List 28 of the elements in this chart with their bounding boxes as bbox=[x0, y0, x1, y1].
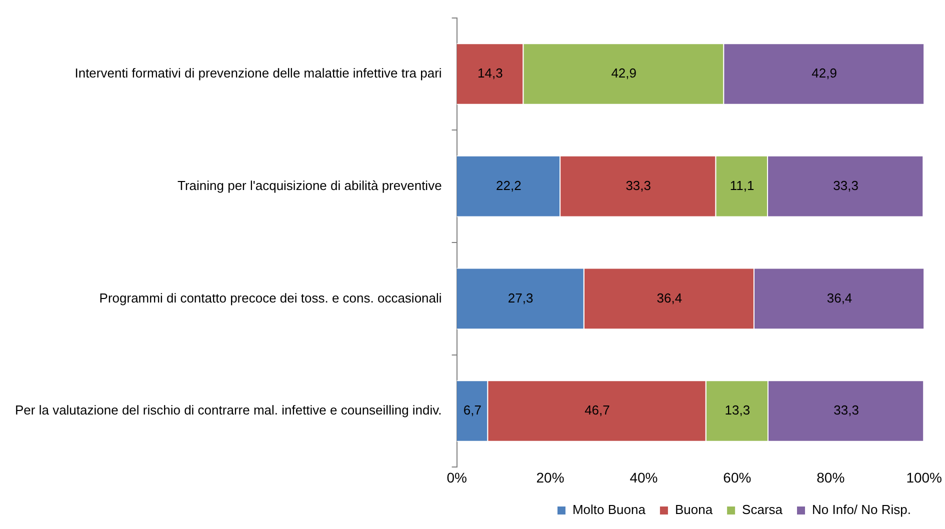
data-label: 36,4 bbox=[826, 290, 852, 306]
data-label: 33,3 bbox=[834, 402, 859, 418]
legend-label: No Info/ No Risp. bbox=[812, 502, 912, 518]
data-label: 42,9 bbox=[611, 66, 637, 81]
x-tick-label: 40% bbox=[630, 469, 658, 486]
data-label: 11,1 bbox=[730, 178, 754, 193]
y-tick-label: Training per l'acquisizione di abilità preventive bbox=[177, 178, 442, 193]
y-tick-label: Programmi di contatto precoce dei toss. e cons. occasionali bbox=[99, 290, 442, 306]
data-label: 33,3 bbox=[626, 178, 652, 193]
data-label: 33,3 bbox=[833, 178, 858, 193]
legend-label: Buona bbox=[674, 502, 714, 518]
legend-label: Molto Buona bbox=[572, 502, 646, 518]
legend-label: Scarsa bbox=[742, 502, 784, 518]
data-label: 13,3 bbox=[724, 402, 750, 418]
x-tick-label: 60% bbox=[723, 469, 752, 486]
x-tick-label: 100% bbox=[906, 469, 942, 486]
x-tick-label: 20% bbox=[536, 469, 564, 486]
y-tick-label: Interventi formativi di prevenzione delle malattie infettive tra pari bbox=[74, 66, 442, 81]
data-label: 46,7 bbox=[584, 402, 610, 418]
data-label: 42,9 bbox=[812, 66, 837, 81]
data-label: 14,3 bbox=[478, 66, 503, 81]
data-label: 36,4 bbox=[656, 290, 682, 306]
data-label: 27,3 bbox=[508, 290, 534, 306]
data-label: 22,2 bbox=[496, 178, 522, 193]
data-label: 6,7 bbox=[463, 402, 482, 418]
x-tick-label: 80% bbox=[816, 469, 845, 486]
x-tick-label: 0% bbox=[446, 469, 467, 486]
y-tick-label: Per la valutazione del rischio di contrarre mal. infettive e counseilling indiv. bbox=[14, 402, 442, 418]
